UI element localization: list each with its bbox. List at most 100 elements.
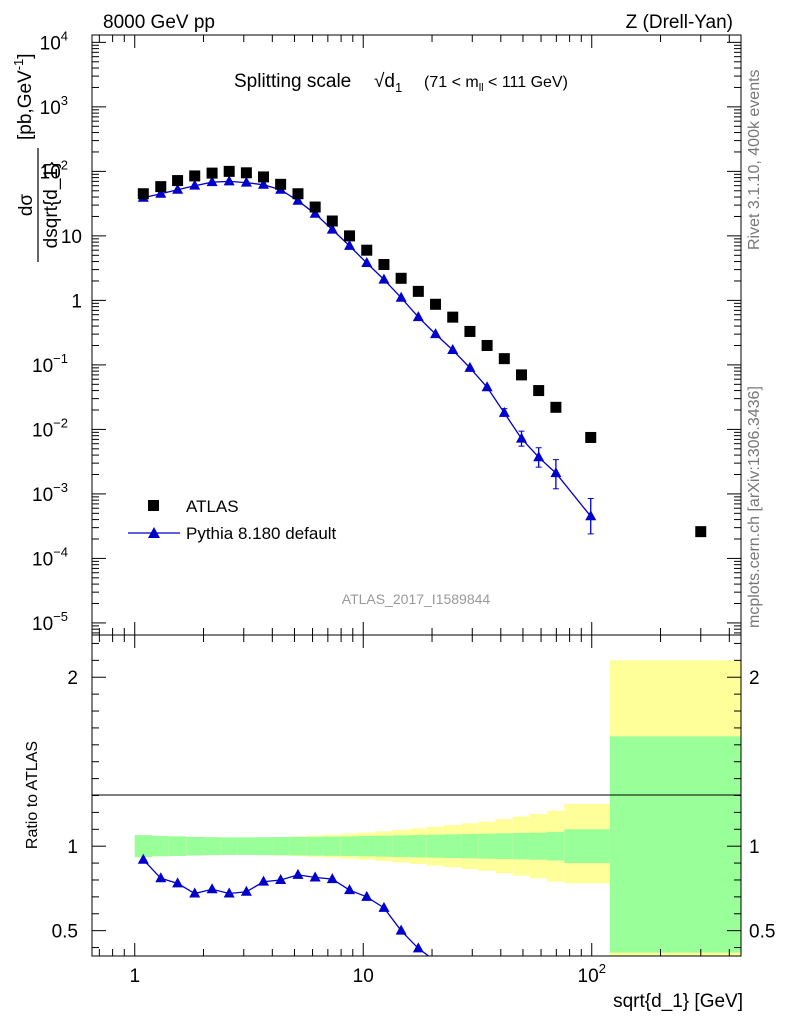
pythia-point — [172, 183, 184, 194]
ratio-point — [326, 873, 338, 884]
atlas-point — [515, 369, 527, 381]
atlas-point — [498, 353, 510, 365]
pythia-point — [395, 291, 407, 302]
uncertainty-band-inner — [220, 837, 238, 855]
atlas-point — [326, 215, 338, 227]
x-tick-label: 102 — [578, 961, 606, 987]
ratio-y-tick-label: 0.5 — [52, 922, 78, 943]
uncertainty-band-inner — [478, 833, 496, 859]
atlas-point — [206, 167, 218, 179]
atlas-point — [395, 272, 407, 284]
pythia-line — [143, 180, 592, 517]
uncertainty-band-inner — [289, 836, 307, 856]
main-axis-ticks: 10−5 10−4 10−3 10−2 10−1 1 10 102 103 104 — [32, 28, 741, 635]
ratio-y-tick-label: 2 — [67, 668, 78, 689]
atlas-point — [258, 171, 270, 183]
pythia-point — [515, 432, 527, 443]
pythia-point — [309, 207, 321, 218]
ratio-data-layer — [137, 853, 437, 956]
pythia-point — [206, 176, 218, 187]
main-y-axis-label: dσ dsqrt{d_1} [pb,GeV-1] — [11, 53, 62, 262]
ratio-point — [395, 924, 407, 935]
atlas-point — [275, 178, 287, 190]
pythia-point — [498, 406, 510, 417]
plot-title-cut-b: < 111 GeV) — [484, 74, 568, 91]
ratio-point — [412, 942, 424, 953]
atlas-point — [585, 431, 597, 443]
atlas-point — [430, 298, 442, 310]
ratio-point — [344, 884, 356, 895]
legend-pythia-label: Pythia 8.180 default — [186, 524, 337, 543]
atlas-point — [240, 167, 252, 179]
ratio-point — [172, 877, 184, 888]
y-label-unit-a: [pb,GeV — [15, 70, 36, 140]
ratio-point — [275, 873, 287, 884]
pythia-point — [481, 381, 493, 392]
uncertainty-band-inner — [203, 837, 221, 856]
ratio-point — [155, 872, 167, 883]
uncertainty-band-inner — [323, 836, 341, 856]
pythia-point — [189, 179, 201, 190]
y-tick-label: 10−5 — [32, 609, 68, 635]
pythia-point — [378, 273, 390, 284]
atlas-point — [412, 285, 424, 297]
plot-title-sqrt-sub: 1 — [395, 80, 402, 95]
ratio-point — [240, 885, 252, 896]
atlas-point — [309, 201, 321, 213]
legend-atlas-label: ATLAS — [186, 497, 239, 516]
uncertainty-band-inner — [255, 837, 273, 856]
y-label-unit: [pb,GeV-1] — [11, 53, 36, 140]
atlas-point — [137, 188, 149, 200]
ratio-panel: 0.5 0.5 1 1 2 2 1 10 102 Ratio to ATLAS sqrt{d_1… — [24, 634, 775, 1012]
ratio-point — [435, 955, 437, 956]
legend-pythia-marker — [148, 527, 160, 538]
y-tick-label: 10−1 — [32, 351, 68, 377]
uncertainty-band-inner — [495, 833, 513, 860]
plot-title: Splitting scale √d1 (71 < mll < 111 GeV) — [234, 71, 568, 95]
y-tick-label: 10−4 — [32, 544, 68, 570]
ratio-point — [309, 871, 321, 882]
main-panel: 10−5 10−4 10−3 10−2 10−1 1 10 102 103 104 Splitti… — [11, 28, 742, 636]
plot-title-text: Splitting scale — [234, 71, 351, 92]
legend-atlas-marker — [148, 500, 159, 511]
ratio-bands — [134, 660, 741, 956]
atlas-point — [447, 311, 459, 323]
header-right-label: Z (Drell-Yan) — [626, 12, 733, 33]
pythia-point — [223, 175, 235, 186]
legend: ATLAS Pythia 8.180 default — [128, 497, 337, 543]
plot-title-symbol: √d1 — [374, 71, 402, 95]
uncertainty-band-inner — [186, 836, 204, 856]
plot-title-cut: (71 < mll < 111 GeV) — [424, 74, 568, 94]
pythia-point — [326, 223, 338, 234]
uncertainty-band-inner — [392, 835, 410, 857]
atlas-point — [172, 175, 184, 187]
pythia-point — [344, 239, 356, 250]
ratio-y-label: Ratio to ATLAS — [24, 741, 41, 849]
uncertainty-band-inner — [529, 832, 548, 860]
ratio-point — [378, 901, 390, 912]
uncertainty-band-inner — [375, 835, 393, 857]
ratio-y-tick-label-right: 0.5 — [749, 922, 775, 943]
atlas-point — [344, 230, 356, 242]
mcplots-label: mcplots.cern.ch [arXiv:1306.3436] — [746, 386, 763, 628]
pythia-point — [533, 451, 545, 462]
ratio-point — [189, 887, 201, 898]
ratio-axis-ticks: 0.5 0.5 1 1 2 2 1 10 102 — [52, 635, 775, 987]
atlas-point — [223, 165, 235, 177]
pythia-point — [464, 361, 476, 372]
pythia-point — [412, 311, 424, 322]
pythia-point — [292, 194, 304, 205]
uncertainty-band-inner — [168, 836, 187, 856]
y-tick-label: 102 — [40, 157, 68, 183]
uncertainty-band-inner — [306, 836, 324, 856]
atlas-point — [292, 188, 304, 200]
pythia-point — [361, 256, 373, 267]
uncertainty-band-inner — [340, 836, 359, 856]
header-left-label: 8000 GeV pp — [103, 12, 215, 33]
ratio-y-tick-label: 1 — [67, 837, 78, 858]
pythia-point — [447, 344, 459, 355]
plot-title-sqrt: √d — [374, 71, 395, 92]
uncertainty-band-inner — [152, 836, 169, 857]
uncertainty-band-inner — [512, 833, 530, 860]
atlas-point — [378, 258, 390, 270]
